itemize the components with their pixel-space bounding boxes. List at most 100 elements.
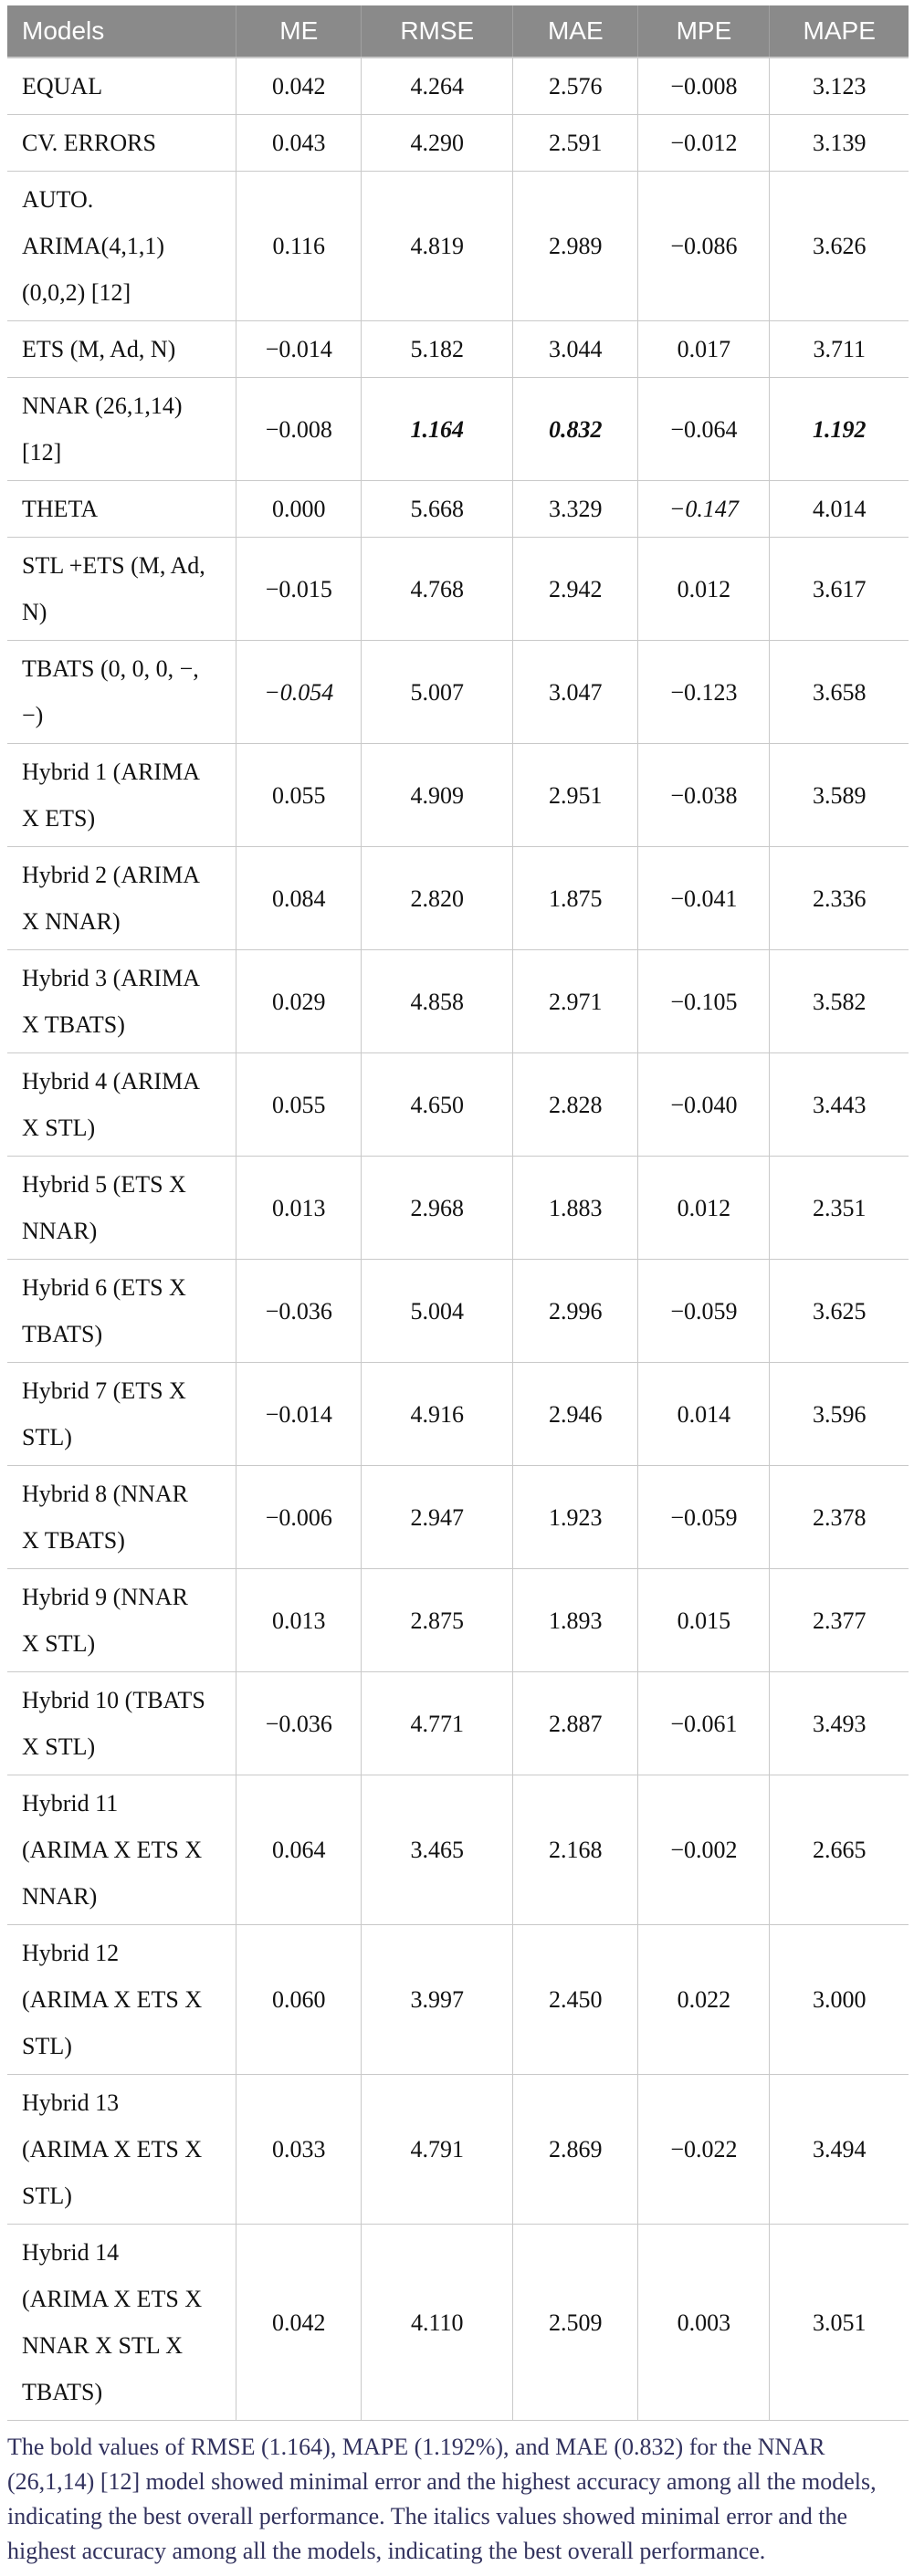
metric-value-cell: 3.626 [769, 171, 909, 321]
model-name-cell: Hybrid 14 (ARIMA X ETS X NNAR X STL X TB… [7, 2224, 237, 2421]
model-name-cell: Hybrid 12 (ARIMA X ETS X STL) [7, 1924, 237, 2075]
metric-value-cell: 2.946 [512, 1362, 639, 1466]
metric-value-cell: 4.791 [361, 2074, 514, 2225]
table-footnote: The bold values of RMSE (1.164), MAPE (1… [7, 2434, 877, 2564]
metric-value-cell: −0.064 [637, 377, 771, 481]
metric-value-cell: 2.591 [512, 114, 639, 172]
model-name-cell: Hybrid 2 (ARIMA X NNAR) [7, 846, 237, 950]
metric-value-cell: 0.033 [236, 2074, 362, 2225]
metric-value-cell: −0.040 [637, 1052, 771, 1157]
metric-value-cell: 3.589 [769, 743, 909, 847]
metric-value-cell: −0.086 [637, 171, 771, 321]
metric-value-cell: 3.139 [769, 114, 909, 172]
model-name-cell: Hybrid 8 (NNAR X TBATS) [7, 1465, 237, 1569]
metric-value-cell: 0.014 [637, 1362, 771, 1466]
metric-value-cell: 4.916 [361, 1362, 514, 1466]
metric-value-cell: −0.012 [637, 114, 771, 172]
metric-value-cell: 3.494 [769, 2074, 909, 2225]
metric-value-cell: −0.014 [236, 320, 362, 378]
metric-value-cell: 0.015 [637, 1568, 771, 1672]
metric-value-cell: 0.043 [236, 114, 362, 172]
metric-value-cell: 2.996 [512, 1259, 639, 1363]
table-row: ETS (M, Ad, N) −0.014 5.182 3.044 0.017 3.711 [7, 320, 909, 378]
metric-value-cell: 2.509 [512, 2224, 639, 2421]
metric-value-cell: −0.036 [236, 1259, 362, 1363]
metric-value-cell: 4.768 [361, 537, 514, 641]
table-row: Hybrid 1 (ARIMA X ETS) 0.055 4.909 2.951 −0.… [7, 743, 909, 847]
model-name-cell: Hybrid 3 (ARIMA X TBATS) [7, 949, 237, 1053]
metric-value-cell: 3.711 [769, 320, 909, 378]
model-name-cell: Hybrid 6 (ETS X TBATS) [7, 1259, 237, 1363]
metric-value-cell: 0.060 [236, 1924, 362, 2075]
metric-value-cell: 2.336 [769, 846, 909, 950]
metric-value-cell: 3.617 [769, 537, 909, 641]
metric-value-cell: 2.951 [512, 743, 639, 847]
table-row: Hybrid 9 (NNAR X STL) 0.013 2.875 1.893 0.01… [7, 1568, 909, 1672]
metric-value-cell: −0.041 [637, 846, 771, 950]
metric-value-cell: 2.168 [512, 1775, 639, 1925]
metric-value-cell: −0.061 [637, 1671, 771, 1775]
model-name-cell: Hybrid 4 (ARIMA X STL) [7, 1052, 237, 1157]
metric-value-cell: −0.038 [637, 743, 771, 847]
metric-value-cell: 0.013 [236, 1568, 362, 1672]
metric-value-cell: 4.858 [361, 949, 514, 1053]
metric-value-cell: 2.887 [512, 1671, 639, 1775]
metric-value-cell: 3.465 [361, 1775, 514, 1925]
table-row: Hybrid 10 (TBATS X STL) −0.036 4.771 2.887−… [7, 1671, 909, 1775]
metric-value-cell: −0.054 [236, 640, 362, 744]
table-row: Hybrid 14 (ARIMA X ETS X NNAR X STL X TB… [7, 2224, 909, 2421]
table-row: Hybrid 12 (ARIMA X ETS X STL) 0.060 3.997 2… [7, 1924, 909, 2075]
metric-value-cell: 0.022 [637, 1924, 771, 2075]
metric-value-cell: 3.443 [769, 1052, 909, 1157]
model-name-cell: EQUAL [7, 57, 237, 115]
metric-value-cell: 3.123 [769, 57, 909, 115]
metric-value-cell: 2.450 [512, 1924, 639, 2075]
model-name-cell: AUTO. ARIMA(4,1,1) (0,0,2) [12] [7, 171, 237, 321]
model-name-cell: TBATS (0, 0, 0, −, −) [7, 640, 237, 744]
metric-value-cell: 3.044 [512, 320, 639, 378]
column-header-models: Models [7, 5, 236, 58]
metric-value-cell: 4.650 [361, 1052, 514, 1157]
metric-value-cell: −0.105 [637, 949, 771, 1053]
metric-value-cell: 1.192 [769, 377, 909, 481]
metric-value-cell: −0.002 [637, 1775, 771, 1925]
table-row: Hybrid 8 (NNAR X TBATS) −0.006 2.947 1.923−… [7, 1465, 909, 1569]
metric-value-cell: 0.042 [236, 2224, 362, 2421]
metric-value-cell: −0.059 [637, 1259, 771, 1363]
metric-value-cell: 0.017 [637, 320, 771, 378]
column-header-mpe: MPE [637, 5, 770, 58]
metric-value-cell: 0.000 [236, 480, 362, 538]
metric-value-cell: 0.012 [637, 537, 771, 641]
model-name-cell: STL +ETS (M, Ad, N) [7, 537, 237, 641]
table-row: Hybrid 13 (ARIMA X ETS X STL) 0.033 4.791 2… [7, 2074, 909, 2225]
metric-value-cell: 4.264 [361, 57, 514, 115]
metric-value-cell: 2.377 [769, 1568, 909, 1672]
table-row: Hybrid 6 (ETS X TBATS) −0.036 5.004 2.996 −0… [7, 1259, 909, 1363]
metric-value-cell: 5.004 [361, 1259, 514, 1363]
metric-value-cell: −0.015 [236, 537, 362, 641]
model-name-cell: ETS (M, Ad, N) [7, 320, 237, 378]
table-row: TBATS (0, 0, 0, −, −) −0.054 5.007 3.047 −0.… [7, 640, 909, 744]
metric-value-cell: 1.875 [512, 846, 639, 950]
metric-value-cell: −0.008 [236, 377, 362, 481]
table-row: Hybrid 5 (ETS X NNAR) 0.013 2.968 1.883 0.01… [7, 1156, 909, 1260]
metric-value-cell: 4.771 [361, 1671, 514, 1775]
metric-value-cell: 2.875 [361, 1568, 514, 1672]
model-name-cell: Hybrid 5 (ETS X NNAR) [7, 1156, 237, 1260]
metric-value-cell: 1.883 [512, 1156, 639, 1260]
metric-value-cell: 4.909 [361, 743, 514, 847]
column-header-mae: MAE [512, 5, 638, 58]
metric-value-cell: −0.014 [236, 1362, 362, 1466]
metric-value-cell: 0.003 [637, 2224, 771, 2421]
metric-value-cell: 3.596 [769, 1362, 909, 1466]
model-name-cell: CV. ERRORS [7, 114, 237, 172]
metric-value-cell: 3.658 [769, 640, 909, 744]
model-name-cell: Hybrid 7 (ETS X STL) [7, 1362, 237, 1466]
metric-value-cell: 2.942 [512, 537, 639, 641]
metrics-table: Models ME RMSE MAE MPE MAPE EQUAL 0.042 4.… [7, 5, 909, 2421]
table-row: Hybrid 7 (ETS X STL) −0.014 4.916 2.946 0.01… [7, 1362, 909, 1466]
metric-value-cell: 4.014 [769, 480, 909, 538]
metric-value-cell: 0.013 [236, 1156, 362, 1260]
column-header-rmse: RMSE [361, 5, 513, 58]
